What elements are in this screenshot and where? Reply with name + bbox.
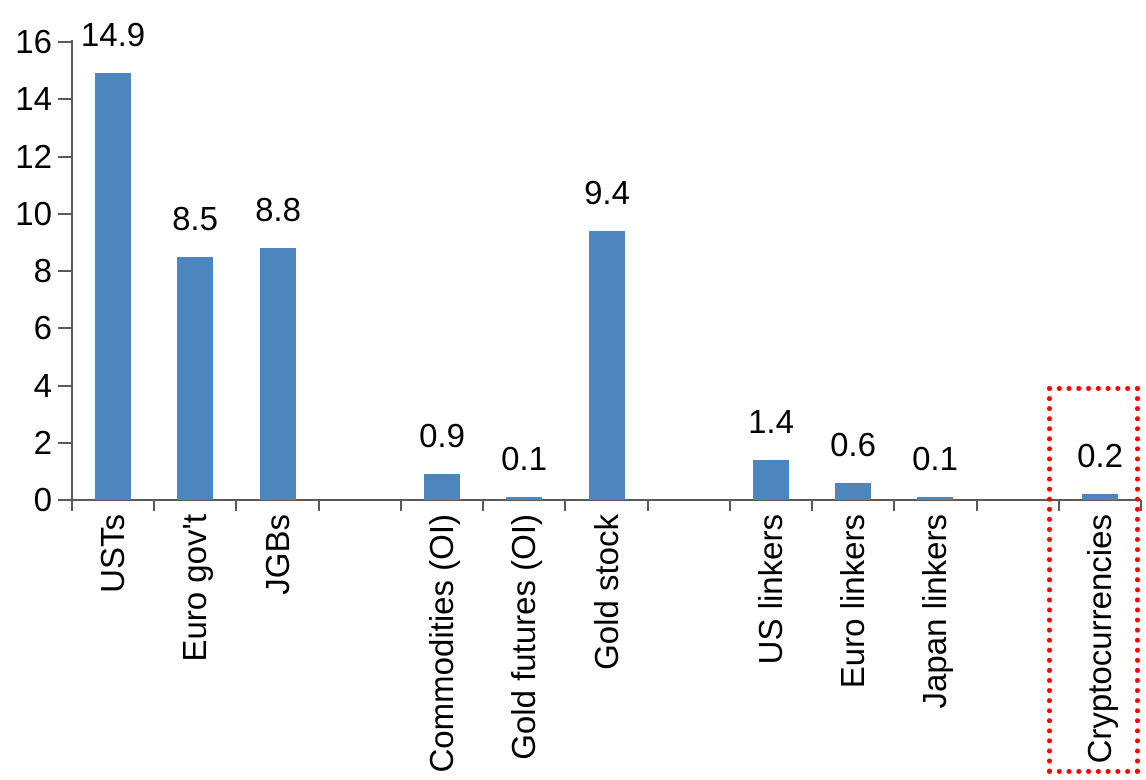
y-axis-tick-label: 16: [15, 23, 52, 60]
y-axis-tick-label: 4: [33, 367, 52, 404]
y-axis-tick: [58, 98, 72, 100]
bar-value-label: 0.2: [1077, 437, 1123, 474]
y-axis-tick-label: 14: [15, 80, 52, 117]
x-axis-tick: [647, 500, 649, 511]
x-axis-category-label: Gold futures (OI): [505, 514, 542, 760]
x-axis-category-label: Gold stock: [588, 514, 625, 670]
y-axis-tick: [58, 213, 72, 215]
x-axis-category-label: Japan linkers: [916, 514, 953, 709]
bar: [917, 497, 953, 500]
highlight-box: [1047, 386, 1140, 774]
y-axis-tick-label: 10: [15, 195, 52, 232]
y-axis-tick-label: 0: [33, 481, 52, 518]
bar: [424, 474, 460, 500]
bar-value-label: 0.1: [501, 440, 547, 477]
x-axis-category-label: JGBs: [259, 514, 296, 595]
x-axis-line: [71, 499, 1141, 501]
x-axis-tick: [235, 500, 237, 511]
x-axis-category-label: USTs: [94, 514, 131, 593]
y-axis-tick: [58, 270, 72, 272]
y-axis-tick: [58, 327, 72, 329]
x-axis-tick: [482, 500, 484, 511]
x-axis-category-label: US linkers: [752, 514, 789, 665]
y-axis-line: [71, 40, 73, 511]
bar: [1082, 494, 1118, 500]
y-axis-tick-label: 8: [33, 252, 52, 289]
x-axis-category-label: Euro linkers: [834, 514, 871, 689]
x-axis-category-label: Euro gov't: [176, 514, 213, 662]
y-axis-tick: [58, 442, 72, 444]
bar-value-label: 0.9: [419, 417, 465, 454]
x-axis-tick: [71, 500, 73, 511]
bar-value-label: 8.5: [172, 200, 218, 237]
x-axis-tick: [153, 500, 155, 511]
bar-value-label: 1.4: [748, 403, 794, 440]
y-axis-tick: [58, 156, 72, 158]
x-axis-category-label: Commodities (OI): [423, 514, 460, 773]
bar: [753, 460, 789, 500]
x-axis-tick: [811, 500, 813, 511]
bar-value-label: 9.4: [584, 174, 630, 211]
y-axis-tick-label: 12: [15, 138, 52, 175]
y-axis-tick-label: 2: [33, 424, 52, 461]
y-axis-tick-label: 6: [33, 309, 52, 346]
x-axis-tick: [1140, 500, 1142, 511]
bar-value-label: 8.8: [255, 191, 301, 228]
x-axis-tick: [893, 500, 895, 511]
bar: [589, 231, 625, 500]
x-axis-tick: [318, 500, 320, 511]
x-axis-tick: [729, 500, 731, 511]
bar: [506, 497, 542, 500]
y-axis-tick: [58, 499, 72, 501]
x-axis-tick: [564, 500, 566, 511]
x-axis-tick: [976, 500, 978, 511]
y-axis-tick: [58, 41, 72, 43]
x-axis-tick: [400, 500, 402, 511]
bar-value-label: 14.9: [80, 16, 146, 53]
x-axis-tick: [1058, 500, 1060, 511]
bar-value-label: 0.1: [912, 440, 958, 477]
bar: [95, 73, 131, 500]
bar-value-label: 0.6: [830, 426, 876, 463]
bar: [260, 248, 296, 500]
y-axis-tick: [58, 385, 72, 387]
bar: [835, 483, 871, 500]
bar: [177, 257, 213, 500]
